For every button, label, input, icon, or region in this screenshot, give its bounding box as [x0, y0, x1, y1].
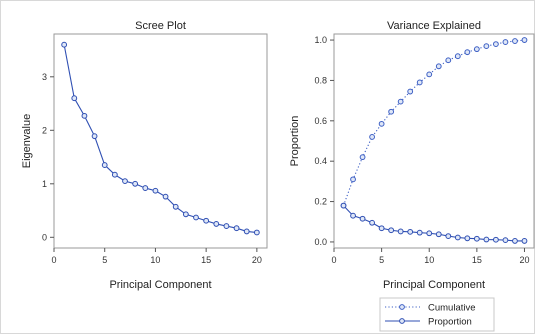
data-point	[340, 202, 347, 209]
data-point	[493, 236, 499, 243]
data-point	[521, 238, 528, 244]
y-tick-label: 0.0	[314, 237, 327, 247]
data-point	[502, 237, 509, 244]
x-tick-label: 0	[331, 255, 336, 265]
y-tick-label: 0.8	[314, 75, 327, 85]
data-point	[223, 223, 230, 229]
x-tick-label: 15	[201, 255, 211, 265]
data-point	[416, 229, 423, 236]
data-point	[502, 39, 509, 45]
data-point	[435, 63, 442, 70]
data-point	[473, 46, 480, 53]
data-point	[243, 228, 250, 235]
data-point	[253, 229, 260, 236]
legend-label-proportion: Proportion	[428, 317, 472, 328]
data-point	[426, 230, 433, 237]
data-point	[416, 79, 423, 86]
x-tick-label: 10	[150, 255, 160, 265]
data-point	[378, 120, 385, 127]
legend-label-cumulative: Cumulative	[428, 303, 476, 314]
data-point	[512, 238, 518, 244]
data-point	[142, 185, 149, 191]
y-tick-label: 0.6	[314, 116, 327, 126]
data-point	[426, 71, 433, 78]
y-tick-label: 1.0	[314, 35, 327, 45]
data-point	[388, 108, 395, 115]
data-point	[464, 235, 471, 242]
legend-marker	[399, 304, 405, 310]
legend-box	[379, 297, 495, 332]
data-point	[407, 228, 414, 235]
x-tick-label: 20	[519, 255, 529, 265]
data-point	[172, 203, 179, 210]
data-point	[203, 217, 210, 224]
data-point	[454, 53, 461, 60]
data-point	[132, 180, 139, 187]
chart-panel-0: Scree Plot Principal Component Eigenvalue 0…	[21, 20, 268, 291]
y-tick-label: 0.4	[314, 156, 327, 166]
x-tick-label: 15	[472, 255, 482, 265]
x-axis-label: Principal Component	[383, 279, 485, 291]
data-point	[71, 95, 78, 102]
y-axis-label: Proportion	[289, 116, 301, 167]
data-point	[369, 219, 375, 226]
data-point	[91, 133, 98, 140]
y-tick-label: 1	[42, 179, 47, 189]
data-point	[122, 178, 128, 185]
chart-title: Variance Explained	[387, 20, 481, 32]
data-point	[81, 112, 88, 119]
data-point	[445, 57, 452, 64]
x-tick-label: 10	[424, 255, 434, 265]
x-axis-label: Principal Component	[109, 279, 211, 291]
data-point	[397, 98, 404, 105]
data-point	[350, 176, 356, 183]
data-point	[359, 215, 366, 222]
data-point	[473, 235, 480, 242]
plot-frame	[333, 33, 535, 249]
chart-title: Scree Plot	[135, 20, 186, 32]
data-point	[397, 228, 404, 235]
y-tick-label: 3	[42, 72, 47, 82]
data-point	[388, 227, 395, 234]
data-point	[445, 233, 452, 239]
data-point	[101, 162, 108, 168]
data-point	[152, 187, 159, 194]
x-tick-label: 20	[252, 255, 262, 265]
data-point	[493, 41, 499, 47]
data-point	[407, 88, 414, 95]
data-point	[233, 225, 240, 232]
data-point	[182, 211, 189, 218]
data-point	[464, 49, 471, 56]
legend-marker	[399, 318, 405, 324]
data-point	[162, 193, 169, 200]
x-tick-label: 0	[51, 255, 56, 265]
data-point	[378, 225, 385, 232]
data-point	[521, 37, 528, 43]
chart-panel-1: Variance Explained Principal Component Pro…	[289, 20, 535, 332]
y-tick-label: 0.2	[314, 197, 327, 207]
data-point	[512, 38, 518, 44]
data-point	[369, 134, 375, 140]
data-point	[483, 236, 490, 243]
data-point	[483, 43, 490, 50]
data-point	[350, 212, 356, 219]
data-point	[193, 214, 199, 221]
data-point	[61, 41, 68, 48]
x-tick-label: 5	[379, 255, 384, 265]
data-point	[435, 231, 442, 238]
x-tick-label: 5	[102, 255, 107, 265]
y-axis-label: Eigenvalue	[21, 114, 33, 168]
plot-frame	[53, 33, 268, 249]
data-point	[213, 221, 220, 227]
data-point	[111, 171, 118, 178]
data-point	[454, 234, 461, 241]
y-tick-label: 2	[42, 125, 47, 135]
data-point	[359, 154, 366, 161]
y-tick-label: 0	[42, 232, 47, 242]
